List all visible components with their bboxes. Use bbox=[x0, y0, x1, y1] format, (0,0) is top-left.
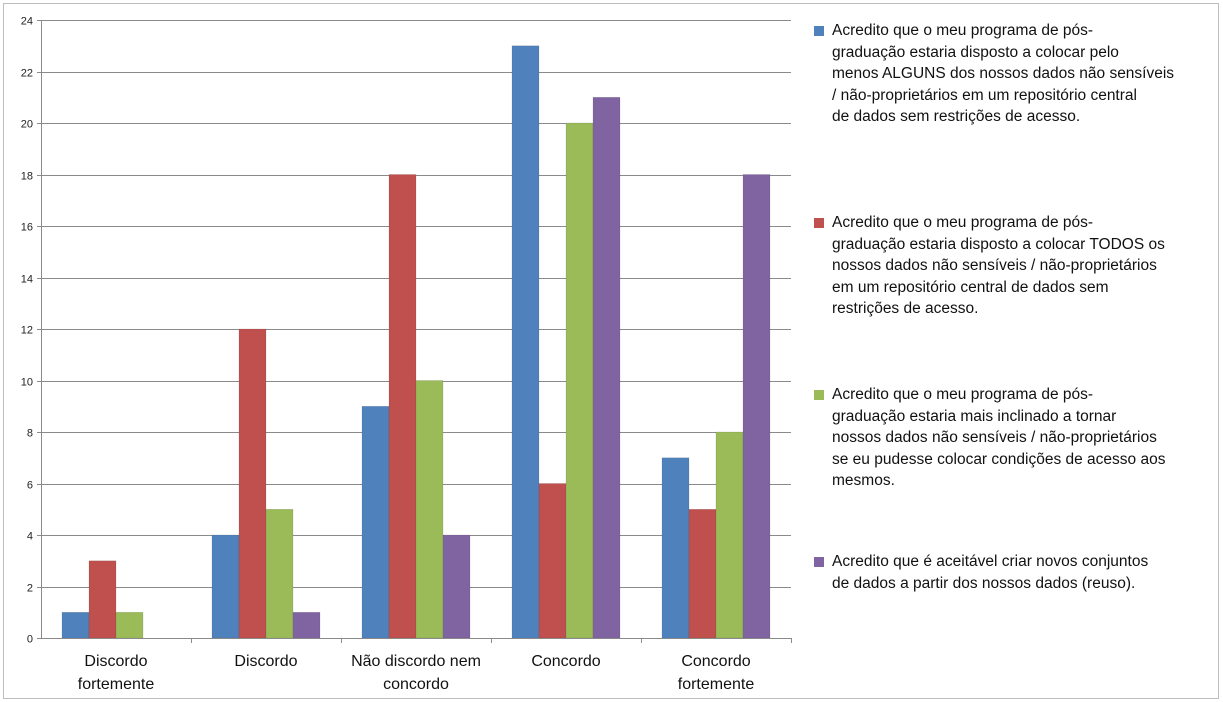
bar bbox=[211, 534, 240, 639]
y-tick-label: 4 bbox=[27, 531, 33, 543]
legend-swatch bbox=[814, 557, 824, 567]
legend-label: Acredito que é aceitável criar novos con… bbox=[832, 551, 1148, 594]
category-labels: Discordo fortemente Discordo Não discordo n… bbox=[78, 653, 755, 693]
bar bbox=[88, 560, 117, 639]
bar bbox=[715, 431, 744, 639]
bar bbox=[388, 174, 417, 639]
legend-label-line: Acredito que o meu programa de pós- bbox=[832, 22, 1094, 39]
axes bbox=[37, 20, 792, 643]
bar bbox=[361, 406, 390, 639]
y-tick-label: 6 bbox=[27, 480, 33, 492]
legend-swatch bbox=[814, 390, 824, 400]
bars bbox=[61, 45, 771, 639]
category-label: Discordo bbox=[234, 653, 297, 670]
y-tick-label: 18 bbox=[21, 171, 33, 183]
bar bbox=[265, 509, 294, 639]
legend-label-line: se eu pudesse colocar condições de acess… bbox=[832, 450, 1166, 468]
legend-swatch bbox=[814, 218, 824, 228]
legend-label: Acredito que o meu programa de pós-gradu… bbox=[832, 20, 1174, 128]
bar bbox=[238, 328, 267, 639]
y-tick-label: 0 bbox=[27, 634, 33, 646]
category-label: Discordo bbox=[84, 653, 147, 670]
y-tick-label: 8 bbox=[27, 428, 33, 440]
bar bbox=[592, 97, 621, 639]
legend-label-line: mesmos. bbox=[832, 472, 895, 489]
y-tick-label: 20 bbox=[21, 119, 33, 131]
category-label: Não discordo nem bbox=[351, 653, 481, 670]
legend-swatch bbox=[814, 26, 824, 36]
bar bbox=[511, 45, 540, 639]
y-tick-label: 12 bbox=[21, 325, 33, 337]
bar bbox=[415, 380, 444, 639]
bar bbox=[442, 534, 471, 639]
legend-item: Acredito que o meu programa de pós-gradu… bbox=[814, 212, 1214, 320]
category-label: Concordo bbox=[681, 653, 750, 670]
category-label: fortemente bbox=[678, 676, 755, 693]
y-tick-label: 2 bbox=[27, 583, 33, 595]
bar bbox=[661, 457, 690, 639]
bar bbox=[115, 612, 144, 639]
legend-label-line: em um repositório central de dados sem bbox=[832, 278, 1109, 296]
bar bbox=[688, 509, 717, 639]
legend-label-line: menos ALGUNS dos nossos dados não sensív… bbox=[832, 65, 1175, 82]
legend-label-line: nossos dados não sensíveis / não-proprie… bbox=[832, 429, 1157, 446]
bar bbox=[538, 483, 567, 639]
y-tick-label: 22 bbox=[21, 68, 33, 80]
legend-item: Acredito que o meu programa de pós-gradu… bbox=[814, 384, 1214, 492]
legend-label: Acredito que o meu programa de pós-gradu… bbox=[832, 212, 1165, 320]
bar bbox=[742, 174, 771, 639]
legend-label-line: Acredito que é aceitável criar novos con… bbox=[832, 553, 1149, 570]
category-label: fortemente bbox=[78, 676, 155, 693]
y-tick-label: 16 bbox=[21, 222, 33, 234]
legend-label-line: de dados a partir dos nossos dados (reus… bbox=[832, 574, 1136, 592]
category-label: concordo bbox=[383, 676, 449, 693]
legend-item: Acredito que é aceitável criar novos con… bbox=[814, 551, 1214, 594]
legend-item: Acredito que o meu programa de pós-gradu… bbox=[814, 20, 1214, 128]
legend-label-line: Acredito que o meu programa de pós- bbox=[832, 214, 1094, 231]
legend-label-line: Acredito que o meu programa de pós- bbox=[832, 386, 1094, 403]
chart-frame: 0 2 4 6 8 10 12 14 16 18 20 22 24 Discordo fortemente… bbox=[3, 3, 1219, 699]
category-label: Concordo bbox=[531, 653, 600, 670]
bar bbox=[292, 612, 321, 639]
bar bbox=[565, 122, 594, 639]
legend-label-line: de dados sem restrições de acesso. bbox=[832, 108, 1081, 125]
legend-label-line: restrições de acesso. bbox=[832, 300, 979, 317]
y-tick-label: 24 bbox=[21, 16, 33, 28]
legend-label-line: graduação estaria mais inclinado a torna… bbox=[832, 407, 1117, 425]
legend-label-line: nossos dados não sensíveis / não-proprie… bbox=[832, 257, 1157, 274]
legend-label-line: graduação estaria disposto a colocar TOD… bbox=[832, 235, 1165, 253]
bar bbox=[61, 612, 90, 639]
legend-label-line: / não-proprietários em um repositório ce… bbox=[832, 86, 1137, 104]
legend-label-line: graduação estaria disposto a colocar pel… bbox=[832, 43, 1119, 61]
y-tick-label: 14 bbox=[21, 274, 33, 286]
legend-label: Acredito que o meu programa de pós-gradu… bbox=[832, 384, 1165, 492]
y-tick-label: 10 bbox=[21, 377, 33, 389]
